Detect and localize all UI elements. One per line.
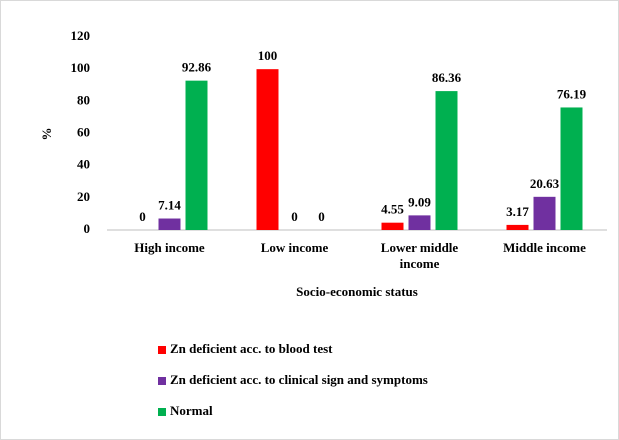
- y-tick-label: 100: [71, 60, 91, 75]
- bar: [185, 80, 208, 230]
- legend-swatch: [158, 377, 166, 385]
- y-tick-label: 120: [71, 28, 91, 43]
- legend-swatch: [158, 346, 166, 354]
- y-tick-label: 40: [77, 157, 90, 172]
- bar: [408, 215, 431, 230]
- data-label: 20.63: [530, 176, 560, 191]
- bar: [381, 222, 404, 230]
- x-tick-label: Low income: [260, 240, 329, 255]
- y-tick-label: 20: [77, 189, 90, 204]
- x-tick-label: Middle income: [503, 240, 586, 255]
- data-label: 0: [318, 209, 325, 224]
- y-axis-label: %: [39, 128, 54, 141]
- data-label: 9.09: [408, 194, 431, 209]
- x-tick-label: Lower middle income: [380, 240, 459, 271]
- data-label: 7.14: [158, 198, 181, 213]
- data-label: 4.55: [381, 202, 404, 217]
- bar: [533, 196, 556, 230]
- y-tick-label: 80: [77, 92, 90, 107]
- y-tick-label: 0: [84, 221, 91, 236]
- data-label: 92.86: [182, 60, 212, 75]
- legend-swatch: [158, 408, 166, 416]
- legend-label: Zn deficient acc. to clinical sign and s…: [170, 372, 428, 387]
- x-tick-label: High income: [134, 240, 205, 255]
- bar: [560, 107, 583, 230]
- data-label: 76.19: [557, 86, 587, 101]
- data-label: 86.36: [432, 70, 462, 85]
- bar: [506, 224, 529, 230]
- bar: [158, 218, 181, 230]
- data-label: 0: [291, 209, 298, 224]
- data-label: 0: [139, 209, 146, 224]
- legend-label: Zn deficient acc. to blood test: [170, 341, 333, 356]
- bar: [256, 69, 279, 231]
- x-axis-label: Socio-economic status: [296, 284, 418, 299]
- y-tick-label: 60: [77, 124, 90, 139]
- data-label: 100: [258, 48, 278, 63]
- bar: [435, 91, 458, 230]
- legend-label: Normal: [170, 403, 213, 418]
- data-label: 3.17: [506, 204, 529, 219]
